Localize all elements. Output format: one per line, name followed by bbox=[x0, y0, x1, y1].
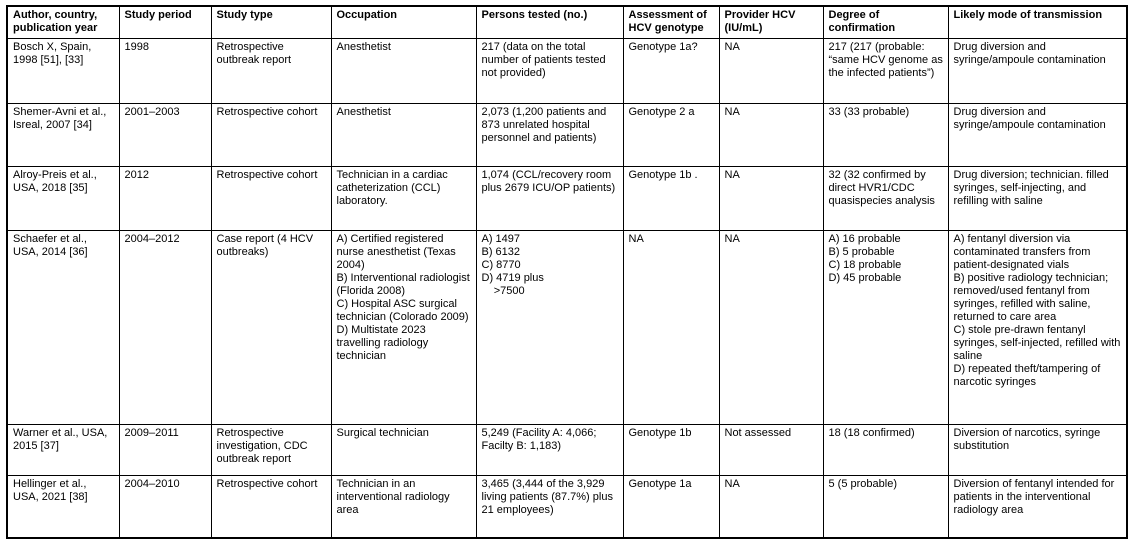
header-transmission: Likely mode of transmission bbox=[947, 5, 1128, 39]
cell-genotype: Genotype 2 a bbox=[622, 102, 720, 167]
cell-study-type: Retrospective outbreak report bbox=[210, 37, 332, 104]
cell-provider-hcv: NA bbox=[718, 229, 824, 425]
header-persons-tested: Persons tested (no.) bbox=[475, 5, 624, 39]
table-row: Shemer-Avni et al., Isreal, 2007 [34] 20… bbox=[6, 102, 1128, 167]
header-degree-confirmation: Degree of confirmation bbox=[822, 5, 949, 39]
cell-study-period: 2009–2011 bbox=[118, 423, 212, 476]
cell-genotype: Genotype 1b . bbox=[622, 165, 720, 231]
cell-author: Hellinger et al., USA, 2021 [38] bbox=[6, 474, 120, 539]
cell-persons-tested: 2,073 (1,200 patients and 873 unrelated … bbox=[475, 102, 624, 167]
cell-study-type: Retrospective cohort bbox=[210, 165, 332, 231]
cell-occupation: Technician in an interventional radiolog… bbox=[330, 474, 477, 539]
cell-study-type: Case report (4 HCV outbreaks) bbox=[210, 229, 332, 425]
hcv-outbreak-studies-table: Author, country, publication year Study … bbox=[6, 5, 1128, 539]
cell-study-period: 2012 bbox=[118, 165, 212, 231]
cell-occupation: Surgical technician bbox=[330, 423, 477, 476]
cell-transmission: Diversion of fentanyl intended for patie… bbox=[947, 474, 1128, 539]
header-author: Author, country, publication year bbox=[6, 5, 120, 39]
cell-study-period: 2004–2010 bbox=[118, 474, 212, 539]
cell-persons-tested: 5,249 (Facility A: 4,066; Facilty B: 1,1… bbox=[475, 423, 624, 476]
cell-persons-tested: 1,074 (CCL/recovery room plus 2679 ICU/O… bbox=[475, 165, 624, 231]
cell-degree-confirmation: A) 16 probable B) 5 probable C) 18 proba… bbox=[822, 229, 949, 425]
cell-persons-tested: 3,465 (3,444 of the 3,929 living patient… bbox=[475, 474, 624, 539]
cell-occupation: A) Certified registered nurse anesthetis… bbox=[330, 229, 477, 425]
cell-degree-confirmation: 33 (33 probable) bbox=[822, 102, 949, 167]
cell-author: Alroy-Preis et al., USA, 2018 [35] bbox=[6, 165, 120, 231]
header-study-period: Study period bbox=[118, 5, 212, 39]
table-row: Bosch X, Spain, 1998 [51], [33] 1998 Ret… bbox=[6, 37, 1128, 104]
cell-occupation: Anesthetist bbox=[330, 102, 477, 167]
cell-transmission: Diversion of narcotics, syringe substitu… bbox=[947, 423, 1128, 476]
cell-author: Shemer-Avni et al., Isreal, 2007 [34] bbox=[6, 102, 120, 167]
cell-author: Bosch X, Spain, 1998 [51], [33] bbox=[6, 37, 120, 104]
cell-provider-hcv: NA bbox=[718, 474, 824, 539]
cell-study-type: Retrospective cohort bbox=[210, 474, 332, 539]
cell-provider-hcv: NA bbox=[718, 102, 824, 167]
cell-provider-hcv: NA bbox=[718, 165, 824, 231]
cell-degree-confirmation: 5 (5 probable) bbox=[822, 474, 949, 539]
header-genotype: Assessment of HCV genotype bbox=[622, 5, 720, 39]
cell-occupation: Anesthetist bbox=[330, 37, 477, 104]
cell-degree-confirmation: 217 (217 (probable: “same HCV genome as … bbox=[822, 37, 949, 104]
cell-degree-confirmation: 18 (18 confirmed) bbox=[822, 423, 949, 476]
header-study-type: Study type bbox=[210, 5, 332, 39]
cell-study-period: 2001–2003 bbox=[118, 102, 212, 167]
cell-degree-confirmation: 32 (32 confirmed by direct HVR1/CDC quas… bbox=[822, 165, 949, 231]
table-row: Warner et al., USA, 2015 [37] 2009–2011 … bbox=[6, 423, 1128, 476]
table-row: Alroy-Preis et al., USA, 2018 [35] 2012 … bbox=[6, 165, 1128, 231]
cell-study-period: 2004–2012 bbox=[118, 229, 212, 425]
cell-occupation: Technician in a cardiac catheterization … bbox=[330, 165, 477, 231]
cell-genotype: Genotype 1b bbox=[622, 423, 720, 476]
cell-provider-hcv: NA bbox=[718, 37, 824, 104]
cell-study-type: Retrospective investigation, CDC outbrea… bbox=[210, 423, 332, 476]
cell-persons-tested: A) 1497 B) 6132 C) 8770 D) 4719 plus >75… bbox=[475, 229, 624, 425]
cell-genotype: Genotype 1a bbox=[622, 474, 720, 539]
cell-provider-hcv: Not assessed bbox=[718, 423, 824, 476]
header-provider-hcv: Provider HCV (IU/mL) bbox=[718, 5, 824, 39]
cell-transmission: Drug diversion; technician. filled syrin… bbox=[947, 165, 1128, 231]
cell-genotype: NA bbox=[622, 229, 720, 425]
cell-author: Warner et al., USA, 2015 [37] bbox=[6, 423, 120, 476]
table-row: Hellinger et al., USA, 2021 [38] 2004–20… bbox=[6, 474, 1128, 539]
table-row: Schaefer et al., USA, 2014 [36] 2004–201… bbox=[6, 229, 1128, 425]
cell-transmission: Drug diversion and syringe/ampoule conta… bbox=[947, 37, 1128, 104]
cell-transmission: Drug diversion and syringe/ampoule conta… bbox=[947, 102, 1128, 167]
cell-author: Schaefer et al., USA, 2014 [36] bbox=[6, 229, 120, 425]
cell-study-type: Retrospective cohort bbox=[210, 102, 332, 167]
cell-persons-tested: 217 (data on the total number of patient… bbox=[475, 37, 624, 104]
cell-study-period: 1998 bbox=[118, 37, 212, 104]
cell-transmission: A) fentanyl diversion via contaminated t… bbox=[947, 229, 1128, 425]
header-occupation: Occupation bbox=[330, 5, 477, 39]
cell-genotype: Genotype 1a? bbox=[622, 37, 720, 104]
table-header-row: Author, country, publication year Study … bbox=[6, 5, 1128, 39]
